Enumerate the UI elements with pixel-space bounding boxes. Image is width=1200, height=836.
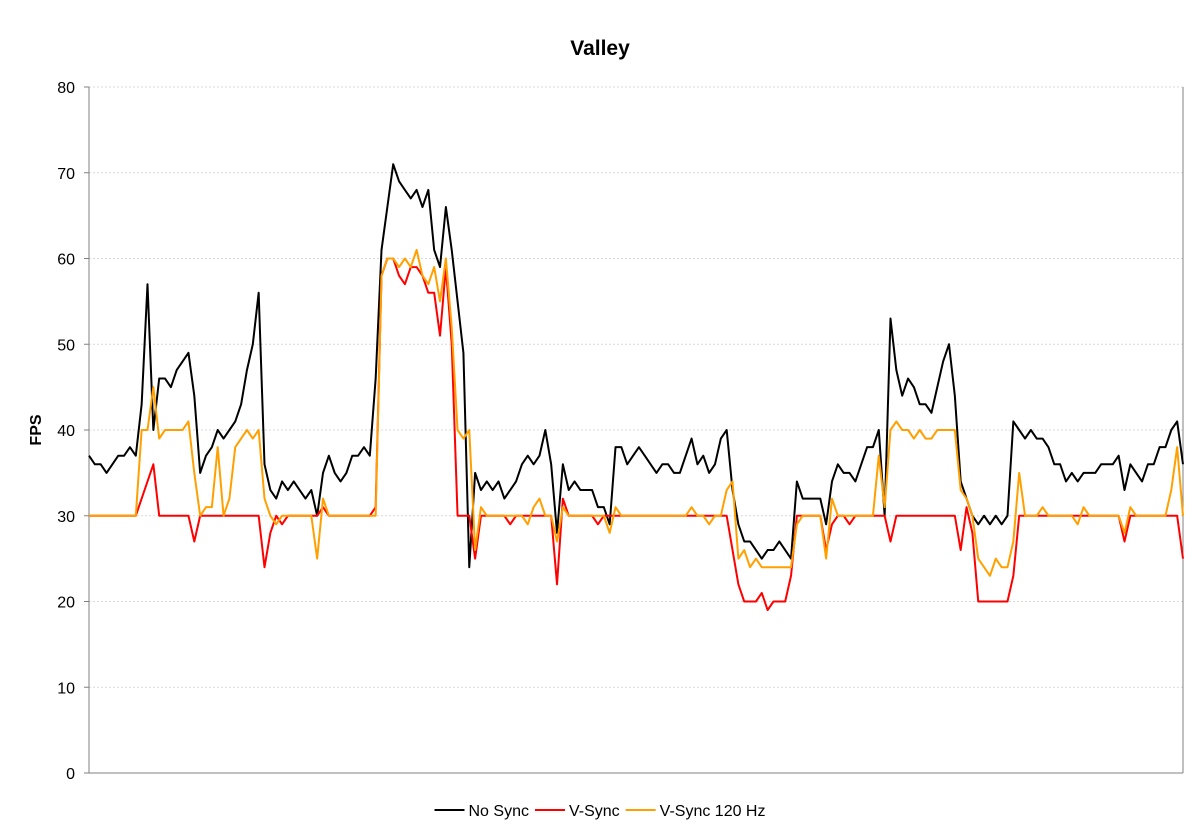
y-tick-label: 0 [66, 766, 75, 783]
y-tick-label: 20 [57, 595, 75, 612]
y-tick-label: 40 [57, 423, 75, 440]
y-axis-ticks: 0 10 20 30 40 50 60 70 80 [57, 80, 89, 783]
chart-title: Valley [570, 37, 630, 60]
y-tick-label: 30 [57, 509, 75, 526]
y-tick-label: 10 [57, 680, 75, 697]
legend-label: No Sync [469, 803, 529, 820]
y-tick-label: 50 [57, 337, 75, 354]
legend-item: V-Sync 120 Hz [625, 803, 766, 820]
legend-label: V-Sync 120 Hz [660, 803, 766, 820]
y-tick-label: 80 [57, 80, 75, 97]
legend-item: No Sync [434, 803, 529, 820]
series-line-v-sync-120-hz [89, 248, 1184, 577]
y-tick-label: 60 [57, 252, 75, 269]
legend-label: V-Sync [569, 803, 620, 820]
y-tick-label: 70 [57, 166, 75, 183]
legend-item: V-Sync [534, 803, 620, 820]
legend: No Sync V-Sync V-Sync 120 Hz [434, 803, 766, 820]
series-lines [88, 163, 1184, 612]
y-axis-label: FPS [28, 414, 45, 445]
series-line-no-sync [88, 163, 1184, 569]
